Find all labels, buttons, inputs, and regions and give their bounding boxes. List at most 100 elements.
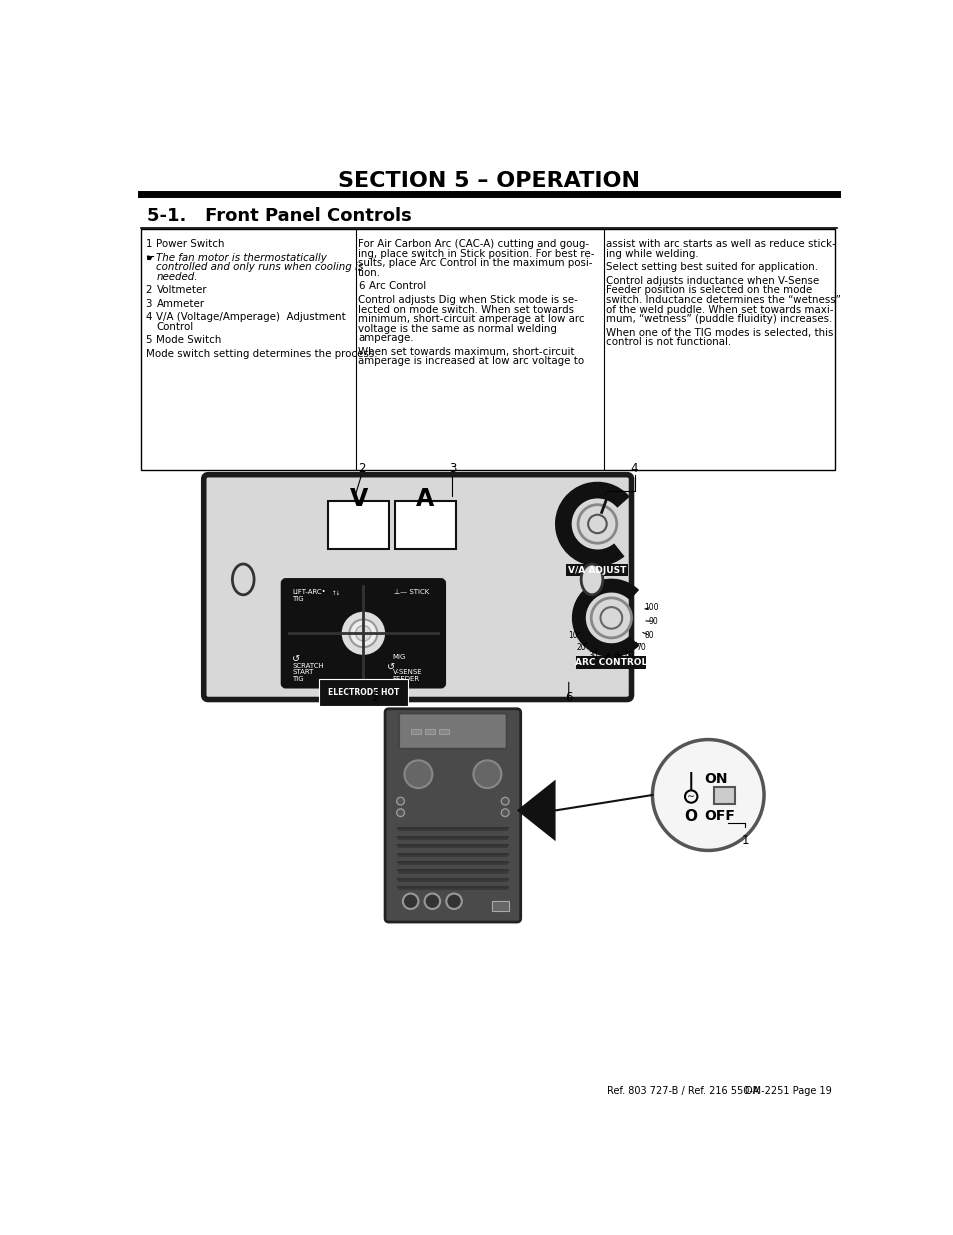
Text: ↺: ↺ (292, 655, 300, 664)
Text: SCRATCH: SCRATCH (292, 663, 323, 669)
Text: 5: 5 (371, 692, 378, 704)
Text: MIG: MIG (393, 655, 406, 659)
Text: Select setting best suited for application.: Select setting best suited for applicati… (605, 262, 817, 272)
Circle shape (652, 740, 763, 851)
Text: Control: Control (156, 322, 193, 332)
Circle shape (349, 620, 377, 647)
Circle shape (446, 894, 461, 909)
Text: 40: 40 (602, 655, 612, 664)
Text: ARC CONTROL: ARC CONTROL (575, 658, 647, 667)
Text: ELECTRODE HOT: ELECTRODE HOT (327, 688, 398, 697)
Bar (328, 501, 389, 548)
Text: amperage.: amperage. (357, 333, 414, 343)
Circle shape (684, 790, 697, 803)
Text: The fan motor is thermostatically: The fan motor is thermostatically (156, 252, 327, 263)
Text: 5: 5 (146, 336, 152, 346)
Bar (438, 729, 448, 734)
Text: amperage is increased at low arc voltage to: amperage is increased at low arc voltage… (357, 357, 583, 367)
Text: A: A (416, 487, 434, 511)
Text: 4: 4 (146, 312, 152, 322)
Bar (397, 845, 507, 848)
Text: FEEDER: FEEDER (393, 676, 419, 682)
Bar (397, 853, 507, 857)
Text: sults, place Arc Control in the maximum posi-: sults, place Arc Control in the maximum … (357, 258, 592, 268)
Text: 70: 70 (636, 642, 645, 652)
Text: 3: 3 (146, 299, 152, 309)
Circle shape (396, 809, 404, 816)
Bar (397, 879, 507, 882)
Circle shape (500, 809, 509, 816)
Text: 100: 100 (644, 603, 659, 611)
Bar (141, 228, 835, 471)
Circle shape (587, 515, 606, 534)
Text: needed.: needed. (156, 272, 197, 282)
Bar (410, 729, 420, 734)
Text: tion.: tion. (357, 268, 380, 278)
Circle shape (396, 798, 404, 805)
Bar (397, 871, 507, 873)
Text: 3: 3 (448, 462, 456, 475)
Circle shape (404, 761, 432, 788)
Text: ☛: ☛ (146, 252, 154, 263)
Text: Ammeter: Ammeter (156, 299, 204, 309)
Text: TIG: TIG (292, 595, 303, 601)
FancyBboxPatch shape (282, 580, 443, 687)
Text: of the weld puddle. When set towards maxi-: of the weld puddle. When set towards max… (605, 305, 833, 315)
Text: When set towards maximum, short-circuit: When set towards maximum, short-circuit (357, 347, 574, 357)
Text: 6: 6 (564, 692, 572, 704)
FancyBboxPatch shape (385, 709, 520, 923)
Bar (424, 729, 435, 734)
Circle shape (355, 626, 371, 641)
Text: For Air Carbon Arc (CAC-A) cutting and goug-: For Air Carbon Arc (CAC-A) cutting and g… (357, 240, 588, 249)
Text: O: O (684, 809, 697, 824)
Text: voltage is the same as normal welding: voltage is the same as normal welding (357, 324, 557, 333)
Text: switch. Inductance determines the “wetness”: switch. Inductance determines the “wetne… (605, 295, 840, 305)
Polygon shape (517, 779, 555, 841)
Bar (397, 836, 507, 840)
Text: 6: 6 (357, 282, 364, 291)
Circle shape (424, 894, 439, 909)
Text: LIFT-ARC•: LIFT-ARC• (292, 589, 325, 595)
Text: 4: 4 (630, 462, 638, 475)
FancyBboxPatch shape (398, 714, 506, 748)
Circle shape (341, 611, 385, 655)
Text: Control adjusts Dig when Stick mode is se-: Control adjusts Dig when Stick mode is s… (357, 295, 578, 305)
Text: ∼: ∼ (686, 792, 695, 802)
Circle shape (591, 598, 631, 638)
Circle shape (473, 761, 500, 788)
Text: ⊥— STICK: ⊥— STICK (394, 589, 429, 595)
Text: Control adjusts inductance when V-Sense: Control adjusts inductance when V-Sense (605, 275, 819, 285)
Text: minimum, short-circuit amperage at low arc: minimum, short-circuit amperage at low a… (357, 314, 584, 324)
Text: 80: 80 (644, 631, 654, 640)
Text: ↑↓: ↑↓ (332, 592, 341, 597)
Text: Ref. 803 727-B / Ref. 216 550-A: Ref. 803 727-B / Ref. 216 550-A (607, 1086, 759, 1095)
Text: ↺: ↺ (386, 662, 395, 672)
Circle shape (402, 894, 418, 909)
Circle shape (599, 608, 621, 629)
FancyBboxPatch shape (204, 474, 631, 699)
Text: When one of the TIG modes is selected, this: When one of the TIG modes is selected, t… (605, 327, 833, 337)
Text: 5-1.   Front Panel Controls: 5-1. Front Panel Controls (147, 207, 412, 225)
Text: Voltmeter: Voltmeter (156, 285, 207, 295)
Text: ON: ON (703, 772, 727, 785)
Text: 90: 90 (647, 618, 658, 626)
Text: V-SENSE: V-SENSE (393, 669, 422, 676)
Bar (566, 564, 628, 577)
Text: OM-2251 Page 19: OM-2251 Page 19 (744, 1086, 831, 1095)
Ellipse shape (233, 564, 253, 595)
Text: TIG: TIG (292, 676, 303, 682)
Text: lected on mode switch. When set towards: lected on mode switch. When set towards (357, 305, 574, 315)
Bar (576, 656, 645, 669)
Text: Mode Switch: Mode Switch (156, 336, 222, 346)
Text: assist with arc starts as well as reduce stick-: assist with arc starts as well as reduce… (605, 240, 835, 249)
Text: 50: 50 (613, 655, 623, 663)
Text: Power Switch: Power Switch (156, 240, 225, 249)
Text: 30: 30 (588, 651, 598, 659)
Text: SECTION 5 – OPERATION: SECTION 5 – OPERATION (337, 170, 639, 190)
Text: Feeder position is selected on the mode: Feeder position is selected on the mode (605, 285, 811, 295)
Bar (395, 501, 456, 548)
Text: V/A ADJUST: V/A ADJUST (568, 566, 626, 574)
Text: controlled and only runs when cooling is: controlled and only runs when cooling is (156, 262, 363, 272)
Text: |: | (687, 772, 694, 790)
Text: START: START (292, 669, 314, 676)
